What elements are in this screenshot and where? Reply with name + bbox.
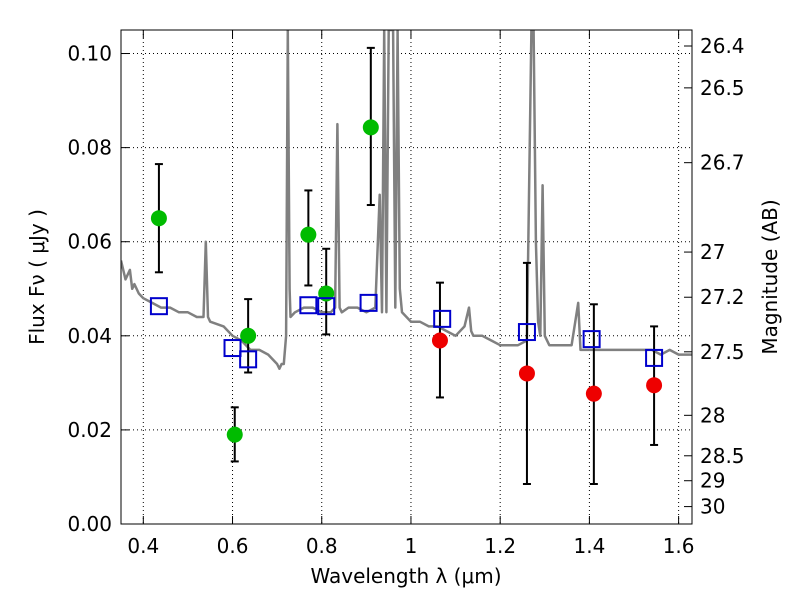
data-point	[431, 332, 448, 349]
model-square	[582, 330, 601, 349]
model-square	[645, 348, 664, 367]
plot-frame	[120, 29, 693, 525]
axis-ticks: 0.4 0.6 0.8 1 1.2 1.4 1.6 0.00 0.02 0.04 0.06 0.08 0…	[67, 30, 745, 558]
data-point	[150, 210, 167, 227]
x-tick-label: 1	[405, 534, 418, 558]
data-point	[646, 377, 663, 394]
y-axis-label: Flux Fν ( μJy )	[25, 209, 49, 345]
model-square	[517, 323, 536, 342]
data-point	[362, 119, 379, 136]
right-tick-label: 26.5	[700, 76, 745, 100]
right-tick-label: 30	[700, 495, 725, 519]
data-point	[300, 226, 317, 243]
y-tick-label: 0.06	[67, 230, 112, 254]
x-tick-label: 1.6	[663, 534, 695, 558]
model-square	[149, 297, 168, 316]
data-point	[585, 385, 602, 402]
right-axis-label: Magnitude (AB)	[758, 199, 782, 354]
model-square	[223, 339, 242, 358]
y-tick-label: 0.08	[67, 136, 112, 160]
y-tick-label: 0.10	[67, 42, 112, 66]
y-tick-label: 0.00	[67, 512, 112, 536]
y-tick-label: 0.02	[67, 418, 112, 442]
model-square	[299, 296, 318, 315]
data-point	[226, 426, 243, 443]
plot-area	[121, 30, 692, 486]
x-axis-label: Wavelength λ (μm)	[310, 564, 501, 588]
model-square	[433, 309, 452, 328]
sed-model-line	[121, 30, 692, 370]
x-tick-label: 0.8	[306, 534, 338, 558]
plot-background	[121, 30, 692, 524]
right-tick-label: 26.4	[700, 34, 745, 58]
model-square	[317, 297, 336, 316]
right-tick-label: 26.7	[700, 151, 745, 175]
y-tick-label: 0.04	[67, 324, 112, 348]
x-tick-label: 1.2	[484, 534, 516, 558]
x-tick-label: 0.4	[127, 534, 159, 558]
right-tick-label: 27	[700, 240, 725, 264]
right-tick-label: 29	[700, 469, 725, 493]
data-point	[518, 365, 535, 382]
model-square	[359, 293, 378, 312]
right-tick-label: 28	[700, 403, 725, 427]
right-tick-label: 27.2	[700, 285, 745, 309]
model-square	[239, 350, 258, 369]
data-point	[240, 327, 257, 344]
x-tick-label: 0.6	[217, 534, 249, 558]
x-tick-label: 1.4	[573, 534, 605, 558]
right-tick-label: 27.5	[700, 340, 745, 364]
right-tick-label: 28.5	[700, 444, 745, 468]
